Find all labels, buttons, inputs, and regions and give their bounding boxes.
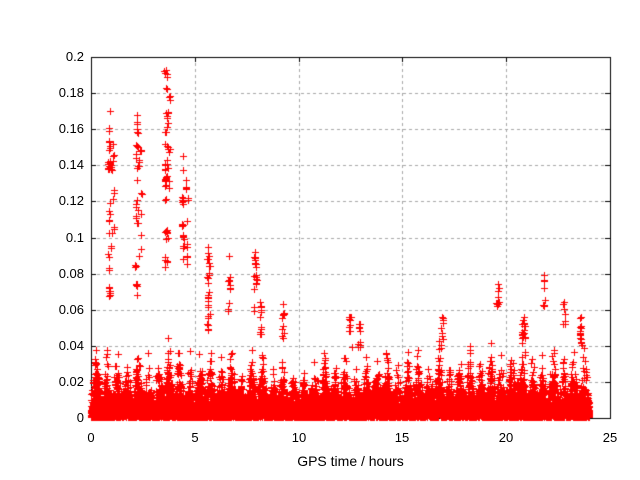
y-tick-label: 0 bbox=[76, 410, 84, 425]
x-tick-label: 15 bbox=[394, 430, 410, 445]
y-tick-label: 0.14 bbox=[58, 157, 84, 172]
x-tick-label: 5 bbox=[191, 430, 199, 445]
x-tick-label: 10 bbox=[291, 430, 307, 445]
y-tick-label: 0.04 bbox=[58, 338, 84, 353]
y-tick-label: 0.2 bbox=[65, 49, 84, 64]
y-tick-label: 0.18 bbox=[58, 85, 84, 100]
x-tick-label: 0 bbox=[87, 430, 95, 445]
y-tick-label: 0.02 bbox=[58, 374, 84, 389]
y-tick-label: 0.1 bbox=[65, 230, 84, 245]
x-axis-label: GPS time / hours bbox=[297, 453, 404, 469]
x-tick-label: 25 bbox=[602, 430, 618, 445]
x-tick-label: 20 bbox=[498, 430, 514, 445]
y-tick-label: 0.12 bbox=[58, 193, 84, 208]
y-tick-label: 0.16 bbox=[58, 121, 84, 136]
y-tick-label: 0.06 bbox=[58, 302, 84, 317]
y-tick-label: 0.08 bbox=[58, 266, 84, 281]
